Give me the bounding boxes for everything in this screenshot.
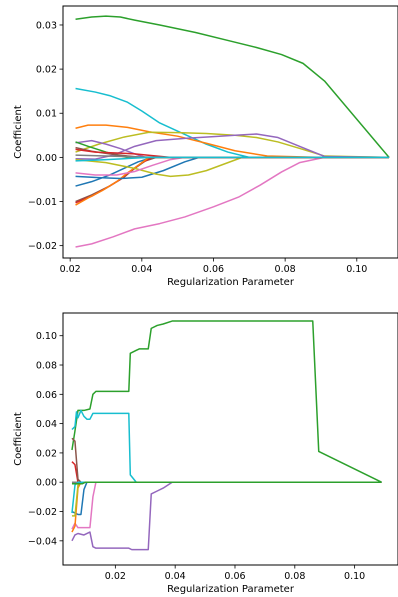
top-chart-y-tick-label: 0.00 <box>36 153 57 164</box>
top-chart-series-line-19 <box>75 156 390 162</box>
bottom-chart-lines <box>71 320 382 551</box>
bottom-chart-y-label: Coefficient <box>13 412 24 466</box>
bottom-chart-series-line-1 <box>71 320 382 483</box>
bottom-chart-y-tick-label: 0.10 <box>36 331 57 342</box>
top-chart-series-line-5 <box>75 131 390 159</box>
top-chart-series-line-10 <box>75 156 390 206</box>
bottom-chart-x-tick-label: 0.04 <box>165 571 186 582</box>
bottom-chart-series-line-3 <box>71 481 382 551</box>
bottom-chart-y-tick-label: 0.02 <box>36 448 57 459</box>
top-chart-y-tick-label: 0.03 <box>36 20 57 31</box>
top-chart: 0.02 0.04 0.06 0.08 0.10 −0.02 −0.01 0.00 0.01 0… <box>13 5 398 288</box>
top-chart-x-axis: 0.02 0.04 0.06 0.08 0.10 <box>60 258 367 275</box>
bottom-chart-y-tick-label: −0.02 <box>28 507 57 518</box>
bottom-chart-series-line-4 <box>71 481 382 530</box>
bottom-chart-series-line-2 <box>71 409 382 483</box>
bottom-chart-series-line-11 <box>71 481 382 514</box>
top-chart-series-line-6 <box>75 133 390 160</box>
top-chart-x-tick-label: 0.06 <box>203 264 224 275</box>
top-chart-frame <box>62 5 398 259</box>
bottom-chart-series-line-5 <box>71 481 382 516</box>
top-chart-y-tick-label: 0.02 <box>36 65 57 76</box>
bottom-chart-x-tick-label: 0.06 <box>224 571 245 582</box>
bottom-chart-series-line-6 <box>71 461 382 483</box>
top-chart-x-tick-label: 0.04 <box>131 264 152 275</box>
top-chart-series-line-2 <box>75 87 390 159</box>
bottom-chart-y-tick-label: 0.04 <box>36 419 57 430</box>
bottom-chart-x-axis: 0.02 0.04 0.06 0.08 0.10 <box>105 565 365 582</box>
bottom-chart-x-label: Regularization Parameter <box>167 584 295 595</box>
bottom-chart-frame <box>62 312 398 566</box>
top-chart-y-tick-label: 0.01 <box>36 109 57 120</box>
top-chart-series-line-1 <box>75 15 390 158</box>
top-chart-y-tick-label: −0.02 <box>28 241 57 252</box>
bottom-chart-y-tick-label: 0.00 <box>36 478 57 489</box>
top-chart-x-tick-label: 0.02 <box>60 264 81 275</box>
top-chart-lines <box>75 15 390 248</box>
bottom-chart-series-line-9 <box>71 481 382 517</box>
bottom-chart-x-tick-label: 0.02 <box>105 571 126 582</box>
top-chart-series-line-9 <box>75 156 390 204</box>
top-chart-series-line-12 <box>75 156 390 178</box>
bottom-chart-series-line-8 <box>71 481 382 533</box>
bottom-chart-series-line-12 <box>71 481 382 485</box>
top-chart-series-line-8 <box>75 156 390 203</box>
top-chart-y-tick-label: −0.01 <box>28 197 57 208</box>
top-chart-x-tick-label: 0.08 <box>275 264 296 275</box>
top-chart-y-label: Coefficient <box>13 105 24 159</box>
bottom-chart-x-tick-label: 0.10 <box>344 571 365 582</box>
top-chart-x-tick-label: 0.10 <box>346 264 367 275</box>
bottom-chart-x-tick-label: 0.08 <box>284 571 305 582</box>
bottom-chart-y-axis: −0.04 −0.02 0.00 0.02 0.04 0.06 0.08 0.10 <box>28 331 63 547</box>
bottom-chart-y-tick-label: 0.06 <box>36 390 57 401</box>
bottom-chart-y-tick-label: −0.04 <box>28 536 57 547</box>
top-chart-y-axis: −0.02 −0.01 0.00 0.01 0.02 0.03 <box>28 20 63 252</box>
top-chart-x-label: Regularization Parameter <box>167 277 295 288</box>
bottom-chart: 0.02 0.04 0.06 0.08 0.10 −0.04−0.020.000.020… <box>13 312 398 595</box>
top-chart-series-line-4 <box>75 124 390 159</box>
bottom-chart-y-tick-label: 0.08 <box>36 361 57 372</box>
top-chart-series-line-3 <box>75 156 390 248</box>
